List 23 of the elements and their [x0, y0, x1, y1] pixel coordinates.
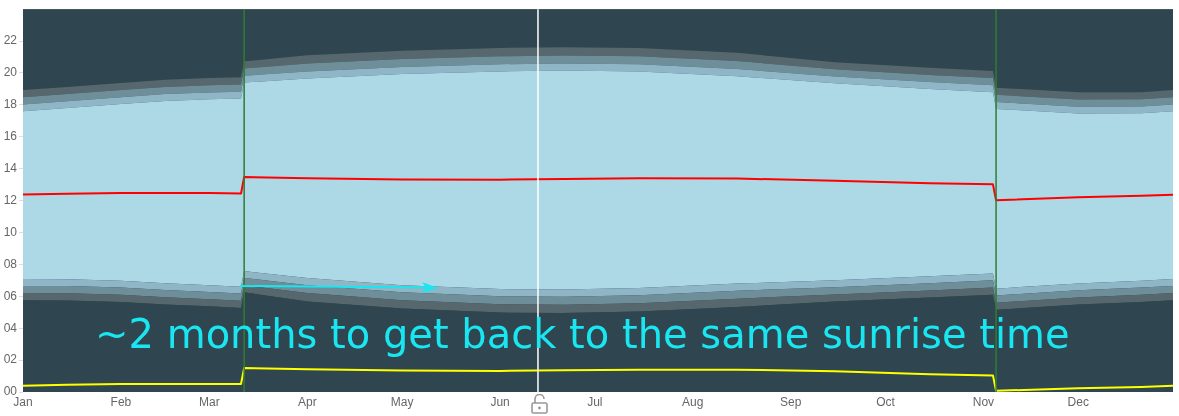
x-tick-label: Mar — [199, 394, 220, 409]
x-tick-label: Sep — [780, 394, 802, 409]
y-tick-label: 06 — [3, 288, 18, 303]
y-tick-label: 08 — [3, 256, 18, 271]
x-tick-label: Aug — [682, 394, 704, 409]
y-tick-label: 18 — [3, 97, 18, 112]
y-tick-label: 10 — [3, 224, 18, 239]
x-tick-label: Apr — [298, 394, 317, 409]
x-tick-label: Dec — [1067, 394, 1089, 409]
x-tick-label: Jun — [490, 394, 510, 409]
y-tick-label: 20 — [3, 65, 18, 80]
x-tick-label: May — [390, 394, 414, 409]
y-tick-label: 04 — [3, 320, 18, 335]
y-tick-label: 12 — [3, 192, 18, 207]
x-tick-label: Oct — [876, 394, 896, 409]
x-tick-label: Jul — [587, 394, 603, 409]
y-tick-label: 22 — [3, 33, 18, 48]
x-tick-label: Nov — [972, 394, 995, 409]
x-tick-label: Jan — [13, 394, 33, 409]
y-tick-label: 14 — [3, 161, 18, 176]
y-tick-label: 16 — [3, 129, 18, 144]
y-tick-label: 02 — [3, 352, 18, 367]
x-tick-label: Feb — [110, 394, 132, 409]
